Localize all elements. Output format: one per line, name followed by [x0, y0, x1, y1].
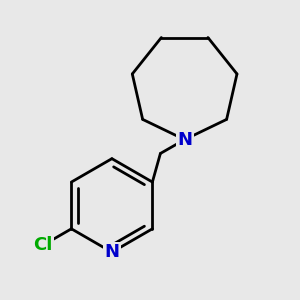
Text: N: N: [177, 130, 192, 148]
Text: N: N: [104, 243, 119, 261]
Text: Cl: Cl: [33, 236, 52, 254]
